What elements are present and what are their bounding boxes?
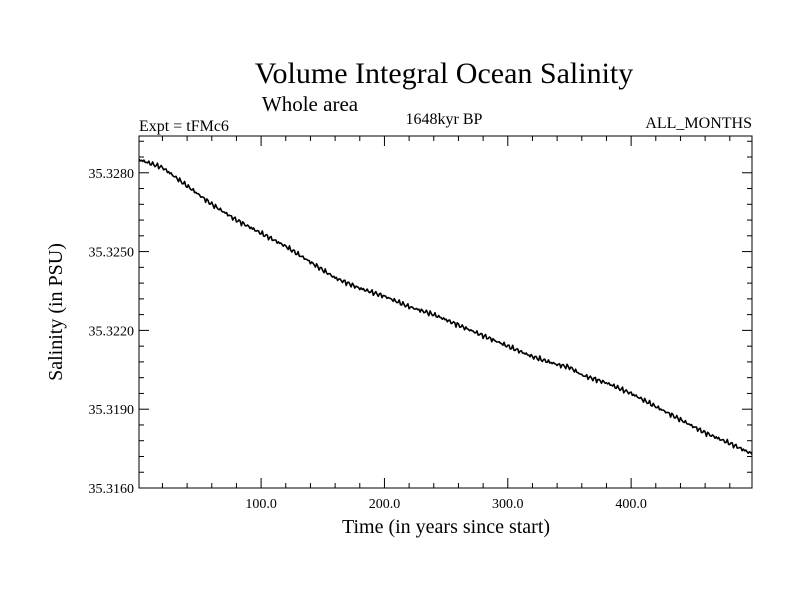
y-tick-label: 35.3250 [89, 246, 135, 261]
y-axis-label: Salinity (in PSU) [45, 243, 67, 381]
y-axis-tick-labels: 35.3160 35.3190 35.3220 35.3250 35.3280 [89, 167, 135, 497]
x-tick-label: 300.0 [492, 497, 524, 512]
y-axis-ticks [139, 140, 752, 489]
experiment-label: Expt = tFMc6 [139, 118, 229, 135]
plot-frame [138, 135, 753, 489]
y-tick-label: 35.3160 [89, 482, 135, 497]
salinity-series-line [138, 158, 753, 455]
x-axis-ticks [161, 136, 731, 488]
x-axis-tick-labels: 100.0 200.0 300.0 400.0 [245, 497, 647, 512]
chart-subtitle: Whole area [262, 92, 359, 116]
x-axis-label: Time (in years since start) [342, 516, 550, 538]
y-tick-label: 35.3220 [89, 324, 135, 339]
period-label: 1648kyr BP [406, 111, 483, 128]
x-tick-label: 400.0 [615, 497, 647, 512]
y-tick-label: 35.3190 [89, 403, 135, 418]
chart-title: Volume Integral Ocean Salinity [255, 57, 634, 90]
months-label: ALL_MONTHS [645, 115, 752, 132]
x-tick-label: 100.0 [245, 497, 277, 512]
x-tick-label: 200.0 [369, 497, 401, 512]
y-tick-label: 35.3280 [89, 167, 135, 182]
